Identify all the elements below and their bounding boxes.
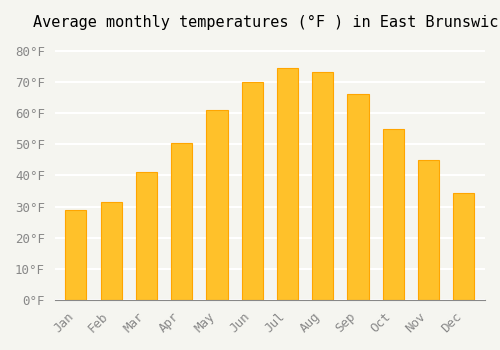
- Title: Average monthly temperatures (°F ) in East Brunswick: Average monthly temperatures (°F ) in Ea…: [32, 15, 500, 30]
- Bar: [418, 160, 439, 300]
- Bar: [348, 94, 368, 300]
- Bar: [454, 193, 474, 300]
- Bar: [136, 172, 157, 300]
- Bar: [100, 202, 121, 300]
- Bar: [242, 82, 263, 300]
- Bar: [171, 143, 192, 300]
- Bar: [66, 210, 86, 300]
- Bar: [277, 68, 298, 300]
- Bar: [312, 72, 334, 300]
- Bar: [382, 128, 404, 300]
- Bar: [206, 110, 228, 300]
